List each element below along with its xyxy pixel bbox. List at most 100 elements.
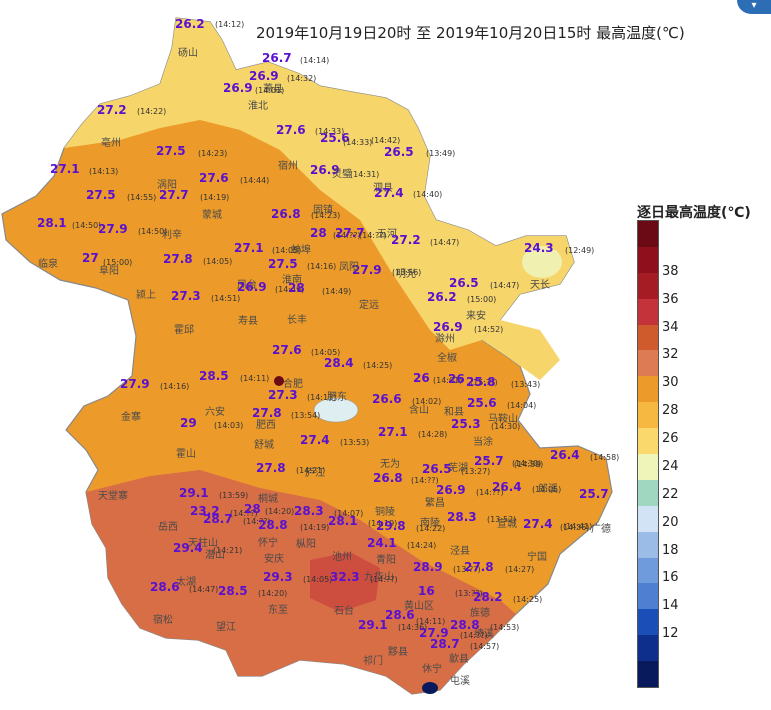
station-name[interactable]: 池州 [332,552,352,563]
station-name[interactable]: 黟县 [388,647,408,658]
station-name[interactable]: 萧县 [263,84,283,95]
station-name[interactable]: 青阳 [376,555,396,566]
station-name[interactable]: 无为 [380,459,400,470]
station-name[interactable]: 祁门 [363,656,383,667]
station-name[interactable]: 五河 [377,229,397,240]
station-name[interactable]: 黄山区 [404,601,434,612]
station-name[interactable]: 灵璧 [332,169,352,180]
station-name[interactable]: 利辛 [162,230,182,241]
station-name[interactable]: 屯溪 [450,676,470,687]
station-name[interactable]: 枞阳 [296,539,316,550]
station-temperature: 27.8 [256,461,286,475]
station-name[interactable]: 宿州 [278,161,298,172]
legend-swatch [638,609,658,636]
station-name[interactable]: 亳州 [101,138,121,149]
station-name[interactable]: 宿松 [153,615,173,626]
station-name[interactable]: 肥东 [327,392,347,403]
station-temperature: 29.3 [263,570,293,584]
station-name[interactable]: 九华山 [364,572,394,583]
station-name[interactable]: 凤台 [237,280,257,291]
station-name[interactable]: 临泉 [38,259,58,270]
station-name[interactable]: 金寨 [121,412,141,423]
station-name[interactable]: 蒙城 [202,210,222,221]
station-name[interactable]: 广德 [591,524,611,535]
station-temperature: 26.9 [223,81,253,95]
station-name[interactable]: 宣城 [497,519,517,530]
station-name[interactable]: 霍邱 [174,325,194,336]
station-name[interactable]: 涡阳 [157,180,177,191]
station-name[interactable]: 舒城 [254,440,274,451]
station-name[interactable]: 定远 [359,300,379,311]
station-name[interactable]: 长丰 [287,315,307,326]
station-name[interactable]: 寿县 [238,316,258,327]
station-name[interactable]: 淮南 [282,275,302,286]
legend-swatch [638,479,658,506]
station-name[interactable]: 马鞍山 [488,414,518,425]
station-time: (14:??) [460,631,488,640]
station-temperature: 27.9 [98,222,128,236]
corner-toggle-button[interactable]: ▾ [737,0,771,14]
station-name[interactable]: 郎溪 [538,484,558,495]
station-name[interactable]: 阜阳 [99,266,119,277]
station-name[interactable]: 天长 [530,280,550,291]
station-name[interactable]: 含山 [409,405,429,416]
station-name[interactable]: 天堂寨 [98,491,128,502]
station-name[interactable]: 淮北 [248,101,268,112]
station-time: (14:52) [474,325,504,334]
station-temperature: 27.1 [50,162,80,176]
station-temperature: 26.9 [310,163,340,177]
station-temperature: 25.7 [579,487,609,501]
station-name[interactable]: 怀宁 [258,538,278,549]
station-name[interactable]: 桐城 [258,494,278,505]
station-temperature: 27.5 [268,257,298,271]
station-name[interactable]: 歙县 [449,654,469,665]
station-name[interactable]: 安庆 [264,554,284,565]
station-name[interactable]: 颍上 [136,290,156,301]
station-name[interactable]: 岳西 [158,522,178,533]
station-name[interactable]: 蚌埠 [291,245,311,256]
station-name[interactable]: 当涂 [473,437,493,448]
station-temperature: 28.5 [199,369,229,383]
station-name[interactable]: 霍山 [176,449,196,460]
station-name[interactable]: 泾县 [450,546,470,557]
station-time: (14:??) [370,575,398,584]
station-name[interactable]: 东至 [268,605,288,616]
station-name[interactable]: 繁昌 [425,498,445,509]
station-temperature: 27.8 [252,406,282,420]
station-name[interactable]: 望江 [216,622,236,633]
station-name[interactable]: 旌德 [470,608,490,619]
station-time: (14:28) [418,430,448,439]
station-time: (14:19) [368,519,398,528]
station-name[interactable]: 石台 [334,606,354,617]
station-name[interactable]: 绩溪 [474,629,494,640]
station-name[interactable]: 太湖 [176,577,196,588]
station-name[interactable]: 天柱山 [188,538,218,549]
station-name[interactable]: 泗县 [373,183,393,194]
station-name[interactable]: 铜陵 [375,507,395,518]
station-name[interactable]: 南陵 [420,518,440,529]
station-name[interactable]: 固镇 [313,205,333,216]
station-name[interactable]: 宁国 [527,552,547,563]
station-time: (14:32) [287,74,317,83]
station-name[interactable]: 凤阳 [339,262,359,273]
station-name[interactable]: 和县 [444,407,464,418]
station-temperature: 27.6 [272,343,302,357]
station-name[interactable]: 六安 [205,407,225,418]
station-name[interactable]: 明光 [396,269,416,280]
station-name[interactable]: 庐江 [305,468,325,479]
station-temperature: 26.5 [422,462,452,476]
station-name[interactable]: 潜山 [205,550,225,561]
chaohu-lake [313,397,359,423]
station-time: (13:??) [453,565,481,574]
station-name[interactable]: 合肥 [283,379,303,390]
station-name[interactable]: 休宁 [422,664,442,675]
hot-spot-region [310,552,380,612]
station-name[interactable]: 来安 [466,311,486,322]
station-name[interactable]: 全椒 [437,353,457,364]
station-name[interactable]: 砀山 [178,48,198,59]
station-name[interactable]: 芜湖 [448,463,468,474]
station-time: (14:01) [255,86,285,95]
legend-swatch [638,324,658,351]
station-name[interactable]: 滁州 [435,334,455,345]
station-name[interactable]: 肥西 [256,420,276,431]
